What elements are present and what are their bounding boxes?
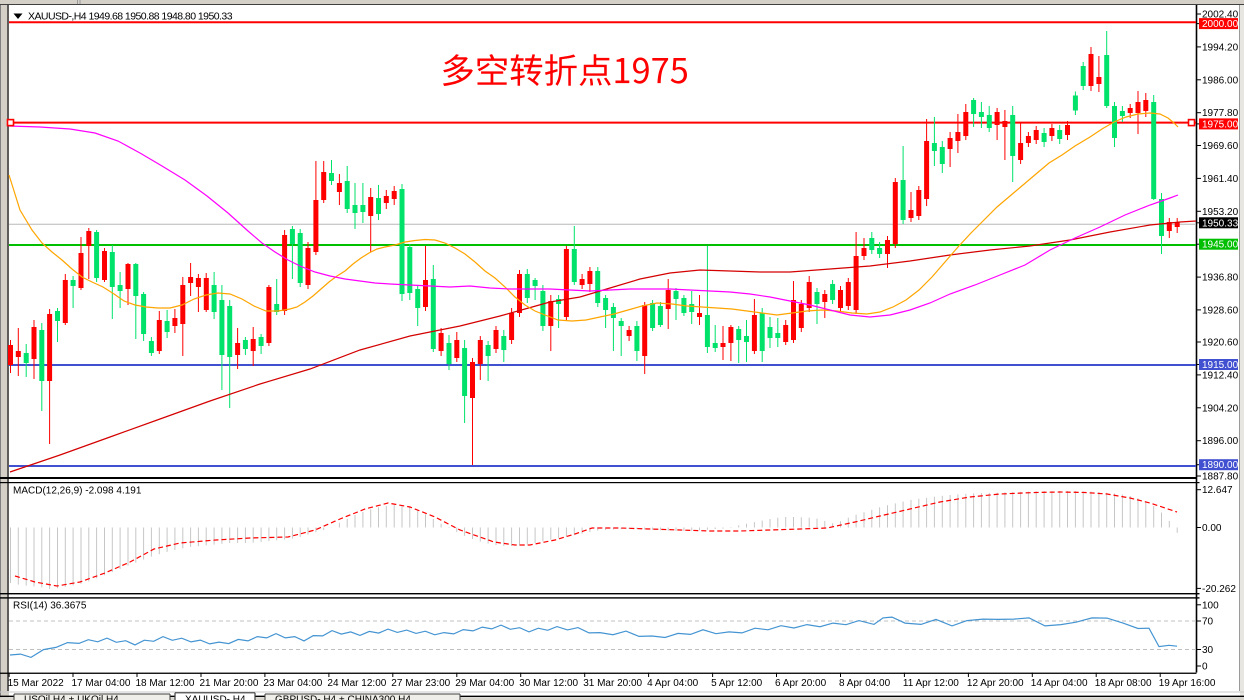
- svg-text:1896.00: 1896.00: [1202, 436, 1239, 447]
- svg-text:GBPUSD-,H4 + CHINA300,H4: GBPUSD-,H4 + CHINA300,H4: [275, 695, 411, 700]
- svg-text:5 Apr 12:00: 5 Apr 12:00: [711, 678, 763, 689]
- svg-text:24 Mar 12:00: 24 Mar 12:00: [327, 678, 386, 689]
- svg-text:-20.262: -20.262: [1202, 584, 1236, 595]
- svg-text:100: 100: [1202, 600, 1219, 611]
- svg-text:15 Mar 2022: 15 Mar 2022: [8, 678, 65, 689]
- svg-text:XAUUSD-,H4 1949.68 1950.88 19: XAUUSD-,H4 1949.68 1950.88 1948.80 1950.…: [28, 11, 233, 23]
- svg-text:1928.60: 1928.60: [1202, 305, 1239, 316]
- svg-text:30 Mar 12:00: 30 Mar 12:00: [519, 678, 578, 689]
- svg-text:MACD(12,26,9) -2.098 4.191: MACD(12,26,9) -2.098 4.191: [13, 486, 142, 497]
- svg-text:2002.40: 2002.40: [1202, 10, 1239, 21]
- svg-text:31 Mar 20:00: 31 Mar 20:00: [583, 678, 642, 689]
- svg-text:1904.20: 1904.20: [1202, 403, 1239, 414]
- svg-text:1961.40: 1961.40: [1202, 174, 1239, 185]
- svg-text:14 Apr 04:00: 14 Apr 04:00: [1031, 678, 1088, 689]
- svg-text:30: 30: [1202, 645, 1214, 656]
- svg-text:1977.80: 1977.80: [1202, 108, 1239, 119]
- svg-text:18 Apr 08:00: 18 Apr 08:00: [1095, 678, 1152, 689]
- svg-text:1994.20: 1994.20: [1202, 42, 1239, 53]
- svg-text:23 Mar 04:00: 23 Mar 04:00: [263, 678, 322, 689]
- svg-text:29 Mar 04:00: 29 Mar 04:00: [455, 678, 514, 689]
- svg-text:1986.00: 1986.00: [1202, 75, 1239, 86]
- svg-text:17 Mar 04:00: 17 Mar 04:00: [72, 678, 131, 689]
- svg-text:1945.00: 1945.00: [1202, 240, 1239, 251]
- svg-text:27 Mar 23:00: 27 Mar 23:00: [391, 678, 450, 689]
- svg-text:1912.40: 1912.40: [1202, 370, 1239, 381]
- svg-text:18 Mar 12:00: 18 Mar 12:00: [136, 678, 195, 689]
- svg-text:1950.33: 1950.33: [1202, 218, 1239, 229]
- svg-text:8 Apr 04:00: 8 Apr 04:00: [839, 678, 891, 689]
- svg-text:19 Apr 16:00: 19 Apr 16:00: [1159, 678, 1216, 689]
- svg-text:RSI(14) 36.3675: RSI(14) 36.3675: [13, 601, 87, 612]
- svg-text:12 Apr 20:00: 12 Apr 20:00: [967, 678, 1024, 689]
- svg-text:70: 70: [1202, 617, 1214, 628]
- svg-text:0: 0: [1202, 662, 1208, 673]
- svg-text:XAUUSD-,H4: XAUUSD-,H4: [185, 695, 246, 700]
- svg-text:21 Mar 20:00: 21 Mar 20:00: [200, 678, 259, 689]
- svg-text:2000.00: 2000.00: [1202, 19, 1239, 30]
- svg-text:1915.00: 1915.00: [1202, 360, 1239, 371]
- svg-text:6 Apr 20:00: 6 Apr 20:00: [775, 678, 827, 689]
- svg-text:1887.80: 1887.80: [1202, 472, 1239, 483]
- svg-text:12.647: 12.647: [1202, 485, 1233, 496]
- svg-text:1920.60: 1920.60: [1202, 338, 1239, 349]
- svg-text:0.00: 0.00: [1202, 523, 1222, 534]
- svg-text:1936.80: 1936.80: [1202, 273, 1239, 284]
- svg-text:11 Apr 12:00: 11 Apr 12:00: [903, 678, 959, 689]
- svg-text:1953.20: 1953.20: [1202, 207, 1239, 218]
- svg-text:1890.00: 1890.00: [1202, 460, 1239, 471]
- svg-text:USOil,H4 + UKOil,H4: USOil,H4 + UKOil,H4: [24, 695, 119, 700]
- svg-text:1969.60: 1969.60: [1202, 141, 1239, 152]
- svg-text:1975.00: 1975.00: [1202, 119, 1239, 130]
- svg-text:4 Apr 04:00: 4 Apr 04:00: [647, 678, 699, 689]
